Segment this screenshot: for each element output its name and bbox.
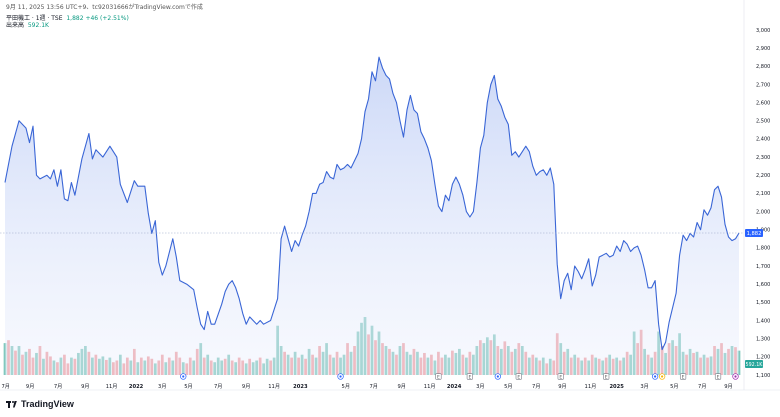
dividend-marker-dot	[661, 375, 664, 378]
price-tick-label: 1,200	[756, 355, 770, 361]
price-tick-label: 2,700	[756, 82, 770, 88]
earnings-marker-label: E	[468, 374, 471, 380]
time-tick-label: 5月	[342, 383, 351, 390]
volume-legend[interactable]: 出来高 592.1K	[6, 20, 49, 29]
time-tick-label: 9月	[558, 383, 567, 390]
price-tick-label: 3,000	[756, 28, 770, 34]
earnings-marker[interactable]	[603, 373, 610, 380]
price-change: 1,882 +46 (+2.51%)	[66, 15, 129, 22]
time-tick-label: 9月	[26, 383, 35, 390]
time-tick-label: 11月	[106, 383, 118, 390]
time-tick-label: 7月	[214, 383, 223, 390]
price-line	[4, 56, 740, 351]
price-tick-label: 2,100	[756, 191, 770, 197]
dividend-marker-dot	[339, 375, 342, 378]
price-tick-label: 1,800	[756, 246, 770, 252]
price-area-fill	[5, 57, 739, 375]
time-tick-label: 2025	[609, 384, 624, 390]
time-tick-label: 7月	[698, 383, 707, 390]
volume-label: 出来高	[6, 22, 25, 29]
price-tick-label: 2,600	[756, 100, 770, 106]
time-tick-label: 11月	[585, 383, 597, 390]
time-tick-label: 2024	[447, 384, 462, 390]
time-tick-label: 2022	[129, 384, 144, 390]
time-tick-label: 7月	[1, 383, 10, 390]
last-price-badge	[745, 229, 763, 238]
earnings-marker-label: E	[717, 374, 720, 380]
earnings-marker-label: E	[437, 374, 440, 380]
earnings-marker-label: E	[605, 374, 608, 380]
symbol-legend[interactable]: 平田機工 · 1週 · TSE 1,882 +46 (+2.51%)	[6, 13, 129, 22]
time-tick-label: 9月	[397, 383, 406, 390]
time-tick-label: 3月	[158, 383, 167, 390]
time-tick-label: 3月	[476, 383, 485, 390]
earnings-marker[interactable]	[435, 373, 442, 380]
time-tick-label: 5月	[184, 383, 193, 390]
earnings-marker-label: E	[517, 374, 520, 380]
time-tick-label: 5月	[670, 383, 679, 390]
earnings-marker[interactable]	[515, 373, 522, 380]
price-tick-label: 2,400	[756, 137, 770, 143]
earnings-marker-label: E	[682, 374, 685, 380]
price-tick-label: 1,300	[756, 336, 770, 342]
branding-text: TradingView	[21, 399, 74, 409]
price-tick-label: 1,700	[756, 264, 770, 270]
price-area	[0, 56, 744, 375]
price-tick-label: 2,900	[756, 46, 770, 52]
price-axis[interactable]: 1,100 1,200 1,300 1,400 1,500 1,600 1,700 1,800…	[756, 28, 770, 379]
symbol-line: 平田機工 · 1週 · TSE	[6, 15, 63, 22]
time-tick-label: 3月	[640, 383, 649, 390]
price-tick-label: 2,800	[756, 64, 770, 70]
time-tick-label: 11月	[268, 383, 280, 390]
dividend-marker-dot	[182, 375, 185, 378]
time-tick-label: 9月	[81, 383, 90, 390]
last-price-badge-text: 1,882	[747, 231, 762, 237]
time-tick-label: 11月	[424, 383, 436, 390]
axis-badges: 1,882 592.1K	[745, 229, 763, 368]
price-tick-label: 1,500	[756, 300, 770, 306]
tradingview-logo[interactable]: TradingView	[6, 399, 74, 409]
earnings-marker[interactable]	[466, 373, 473, 380]
earnings-marker-label: E	[559, 374, 562, 380]
price-tick-label: 1,400	[756, 318, 770, 324]
price-tick-label: 1,600	[756, 282, 770, 288]
time-tick-label: 7月	[532, 383, 541, 390]
dividend-marker-dot	[734, 375, 737, 378]
time-tick-label: 5月	[504, 383, 513, 390]
earnings-marker[interactable]	[714, 373, 722, 380]
volume-badge-text: 592.1K	[746, 362, 764, 368]
time-tick-label: 9月	[724, 383, 733, 390]
time-tick-label: 7月	[54, 383, 63, 390]
price-tick-label: 1,900	[756, 228, 770, 234]
volume-badge	[745, 360, 763, 368]
price-axis-bg	[744, 0, 780, 390]
time-axis[interactable]: 7月 9月 7月 9月 11月 2022 3月 5月 7月 9月 11月 2023 5月 7月 9月 11月 2…	[1, 383, 732, 390]
snapshot-caption: 9月 11, 2025 13:56 UTC+9、tc92031666がTradi…	[6, 4, 203, 11]
dividend-marker-dot	[654, 375, 657, 378]
earnings-marker[interactable]	[557, 373, 564, 380]
grid	[0, 0, 780, 391]
earnings-marker[interactable]	[679, 373, 687, 380]
price-tick-label: 2,500	[756, 119, 770, 125]
time-tick-label: 9月	[242, 383, 251, 390]
dividend-marker-dot	[496, 375, 499, 378]
volume-value: 592.1K	[27, 22, 49, 29]
price-tick-label: 1,100	[756, 373, 770, 379]
time-tick-label: 2023	[293, 384, 308, 390]
price-tick-label: 2,200	[756, 173, 770, 179]
time-tick-label: 7月	[369, 383, 378, 390]
price-tick-label: 2,300	[756, 155, 770, 161]
tradingview-icon	[6, 400, 18, 408]
price-tick-label: 2,000	[756, 209, 770, 215]
